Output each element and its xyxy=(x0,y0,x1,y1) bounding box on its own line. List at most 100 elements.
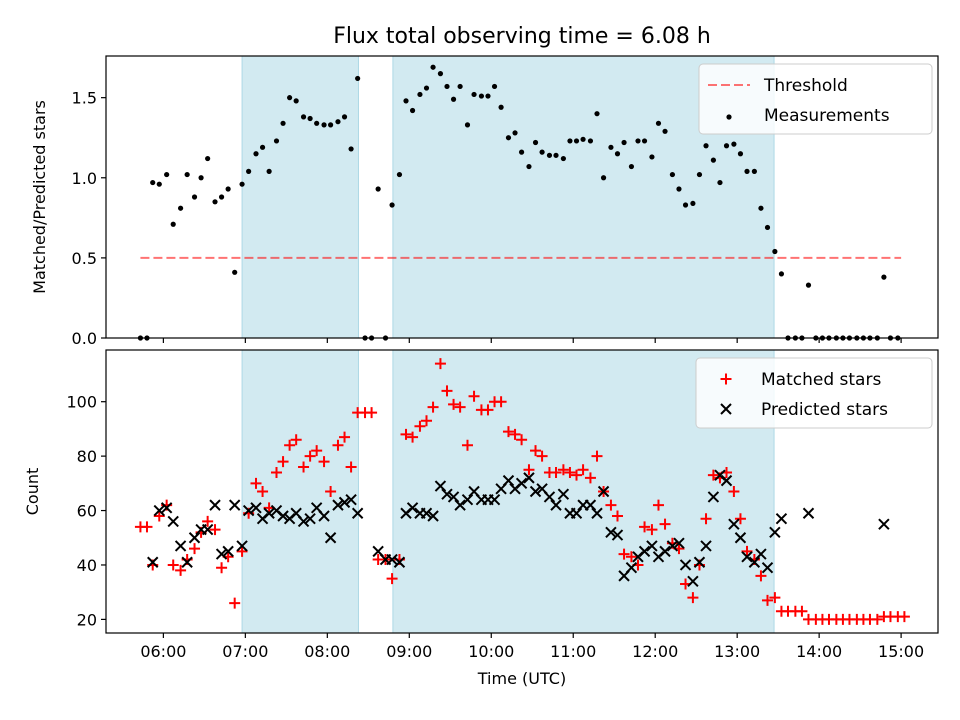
measurement-point xyxy=(177,205,184,211)
measurement-point xyxy=(614,151,621,157)
measurement-point xyxy=(546,152,553,158)
y-tick-label: 60 xyxy=(77,502,97,521)
x-axis-label: Time (UTC) xyxy=(477,669,566,688)
matched-star-point xyxy=(550,466,562,478)
measurement-point xyxy=(321,122,327,128)
measurement-point xyxy=(198,175,204,181)
measurement-point xyxy=(409,107,416,114)
measurement-point xyxy=(690,200,696,207)
predicted-star-point xyxy=(222,545,234,558)
matched-star-point xyxy=(427,401,439,413)
predicted-star-point xyxy=(201,523,214,536)
predicted-star-point xyxy=(646,540,658,552)
measurement-point xyxy=(335,119,341,125)
matched-star-point xyxy=(577,464,589,476)
measurement-point xyxy=(444,83,450,90)
measurement-point xyxy=(396,171,403,178)
predicted-star-point xyxy=(638,545,651,558)
predicted-star-point xyxy=(741,551,753,563)
x-tick-label: 14:00 xyxy=(796,642,842,661)
y-tick-label: 0.0 xyxy=(72,329,97,348)
predicted-star-point xyxy=(338,496,351,509)
matched-star-point xyxy=(571,469,583,481)
matched-star-point xyxy=(509,428,521,440)
measurement-point xyxy=(156,181,162,187)
measurement-point xyxy=(580,136,586,142)
measurement-point xyxy=(805,282,812,288)
x-tick-label: 11:00 xyxy=(550,642,596,661)
measurement-point xyxy=(764,224,771,231)
matched-star-point xyxy=(284,439,296,451)
predicted-star-point xyxy=(529,485,542,498)
measurement-point xyxy=(184,171,190,178)
measurement-point xyxy=(389,202,395,208)
legend-box xyxy=(695,357,933,429)
predicted-star-point xyxy=(297,515,310,528)
measurement-point xyxy=(259,144,266,150)
matched-star-point xyxy=(167,559,179,571)
measurement-point xyxy=(355,75,361,82)
predicted-star-point xyxy=(775,513,788,525)
predicted-star-point xyxy=(351,507,364,519)
measurement-point xyxy=(464,122,471,128)
measurement-point xyxy=(498,104,504,110)
matched-star-point xyxy=(769,592,781,604)
matched-star-point xyxy=(495,396,507,408)
measurement-point xyxy=(567,138,573,144)
x-tick-label: 15:00 xyxy=(878,642,924,661)
predicted-star-point xyxy=(728,518,740,530)
measurement-point xyxy=(628,163,635,170)
matched-star-point xyxy=(707,469,719,481)
measurement-point xyxy=(539,149,545,155)
matched-star-point xyxy=(584,472,596,484)
matched-star-point xyxy=(741,545,753,557)
measurement-point xyxy=(417,91,423,98)
predicted-star-point xyxy=(666,540,679,552)
measurement-point xyxy=(723,143,730,149)
x-tick-label: 13:00 xyxy=(714,642,760,661)
x-tick-label: 07:00 xyxy=(222,642,268,661)
y-tick-label: 1.5 xyxy=(72,89,97,108)
matched-star-point xyxy=(257,486,269,497)
matched-star-point xyxy=(734,513,746,525)
predicted-star-point xyxy=(543,491,556,503)
legend: Threshold Measurements xyxy=(698,63,933,135)
matched-star-point xyxy=(318,456,330,468)
series-measurements xyxy=(137,64,901,341)
predicted-star-point xyxy=(393,556,406,568)
predicted-star-point xyxy=(160,502,173,514)
matched-star-point xyxy=(605,499,617,511)
measurement-point xyxy=(348,146,354,152)
measurement-point xyxy=(881,274,887,280)
matched-star-point xyxy=(646,524,658,536)
measurement-point xyxy=(225,186,231,192)
measurement-point xyxy=(341,114,348,120)
legend-label: Matched stars xyxy=(761,370,881,390)
measurement-point xyxy=(751,168,757,174)
predicted-star-point xyxy=(167,515,179,528)
measurement-point xyxy=(212,199,218,205)
matched-star-point xyxy=(153,510,165,522)
measurement-point xyxy=(150,179,156,186)
matched-star-point xyxy=(311,445,323,457)
predicted-star-point xyxy=(153,504,165,517)
predicted-star-point xyxy=(700,540,712,552)
measurement-point xyxy=(471,91,477,98)
matched-star-point xyxy=(564,466,576,478)
legend-matched-swatch xyxy=(720,373,732,385)
x-tick-label: 06:00 xyxy=(140,642,186,661)
measurement-point xyxy=(327,122,334,128)
y-tick-label: 80 xyxy=(77,447,97,466)
matched-star-point xyxy=(591,450,603,462)
predicted-star-point xyxy=(584,499,597,511)
matched-star-point xyxy=(482,404,494,416)
measurement-point xyxy=(662,128,668,134)
measurement-point xyxy=(560,155,566,162)
predicted-star-point xyxy=(236,540,248,552)
predicted-star-point xyxy=(250,502,262,514)
legend: Matched stars Predicted stars xyxy=(695,357,933,429)
measurement-point xyxy=(293,98,299,104)
measurement-point xyxy=(731,141,737,147)
measurement-point xyxy=(280,120,286,126)
